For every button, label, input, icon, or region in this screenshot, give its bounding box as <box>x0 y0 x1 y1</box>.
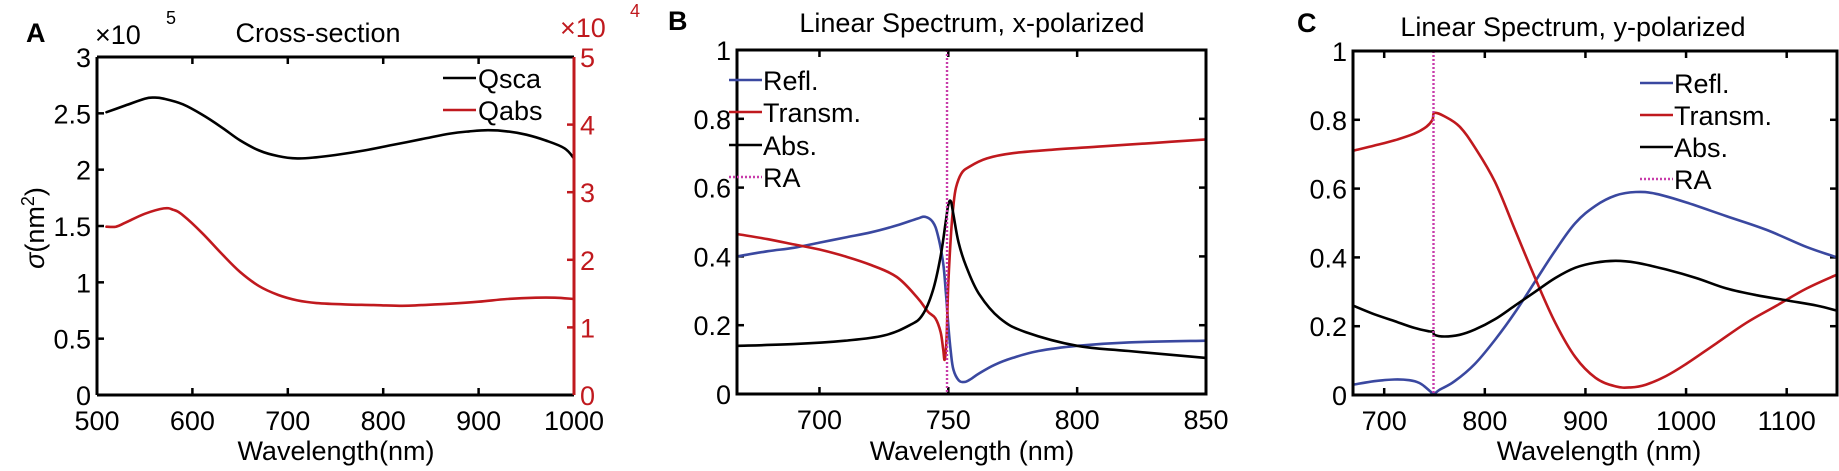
panel-c-y-polarized: C Linear Spectrum, y-polarized 700 800 900… <box>1297 8 1839 466</box>
series-line-qabs-a <box>105 206 576 308</box>
chart-title-b: Linear Spectrum, x-polarized <box>799 8 1144 38</box>
legend-label-qabs: Qabs <box>478 96 543 126</box>
y-tick-label-a: 1 <box>76 268 91 298</box>
x-tick-label-a: 1000 <box>544 406 604 436</box>
y-axis-label-a: σ(nm2) <box>18 187 50 269</box>
x-tick-label-b: 700 <box>797 405 842 435</box>
y-tick-label-a: 2 <box>76 156 91 186</box>
x-tick-label-a: 900 <box>456 406 501 436</box>
x-tick-label-c: 900 <box>1563 406 1608 436</box>
legend-label-transm: Transm. <box>763 98 861 128</box>
y-tick-label-b: 0.8 <box>693 105 731 135</box>
x-tick-label-b: 800 <box>1055 405 1100 435</box>
y-tick-label-a: 1.5 <box>53 212 91 242</box>
legend-label-abs: Abs. <box>763 131 817 161</box>
x-tick-label-c: 1000 <box>1656 406 1716 436</box>
x-axis-label-b: Wavelength (nm) <box>870 436 1075 466</box>
panel-letter-b: B <box>668 6 688 36</box>
y-tick-label-b: 0.4 <box>693 242 731 272</box>
panel-letter-c: C <box>1297 8 1317 38</box>
y2-tick-label-a: 2 <box>580 246 595 276</box>
x-tick-label-b: 850 <box>1183 405 1228 435</box>
y2-multiplier-a: ×10 4 <box>560 1 640 43</box>
y-tick-label-a: 0 <box>76 381 91 411</box>
x-tick-label-c: 800 <box>1462 406 1507 436</box>
y2-tick-label-a: 5 <box>580 43 595 73</box>
y-multiplier-exp-a: 5 <box>166 8 176 28</box>
legend-label-refl-c: Refl. <box>1674 69 1730 99</box>
chart-title-c: Linear Spectrum, y-polarized <box>1400 12 1745 42</box>
y-tick-label-b: 0.6 <box>693 174 731 204</box>
series-line-transm-b <box>735 138 1208 362</box>
x-tick-label-a: 800 <box>361 406 406 436</box>
series-line-refl-c <box>1351 190 1839 396</box>
y2-tick-label-a: 4 <box>580 111 595 141</box>
x-axis-label-c: Wavelength (nm) <box>1497 436 1702 466</box>
y-tick-label-c: 0.6 <box>1309 175 1347 205</box>
series-line-qsca-a <box>105 96 576 160</box>
legend-label-ra-c: RA <box>1674 165 1712 195</box>
x-tick-label-b: 750 <box>926 405 971 435</box>
y2-tick-label-a: 0 <box>580 381 595 411</box>
panel-a-cross-section: A Cross-section ×10 5 ×10 4 500 600 700 800… <box>18 1 640 466</box>
legend-a: Qsca Qabs <box>443 64 543 126</box>
y-tick-label-a: 2.5 <box>53 99 91 129</box>
y-tick-label-b: 0.2 <box>693 311 731 341</box>
panel-b-x-polarized: B Linear Spectrum, x-polarized 700 750 800… <box>668 6 1229 466</box>
y-tick-label-b: 1 <box>716 36 731 66</box>
y-tick-label-c: 0 <box>1332 381 1347 411</box>
series-line-transm-c <box>1351 111 1839 389</box>
y-multiplier-base-a: ×10 <box>95 20 141 50</box>
y-tick-label-a: 0.5 <box>53 325 91 355</box>
legend-label-refl: Refl. <box>763 66 819 96</box>
x-tick-label-c: 1100 <box>1758 406 1816 436</box>
y-tick-label-a: 3 <box>76 43 91 73</box>
x-tick-label-a: 500 <box>74 406 119 436</box>
y-tick-label-c: 1 <box>1332 37 1347 67</box>
chart-title-a: Cross-section <box>235 18 400 48</box>
series-line-abs-c <box>1351 259 1839 338</box>
y-tick-label-b: 0 <box>716 380 731 410</box>
y2-tick-label-a: 3 <box>580 178 595 208</box>
y-multiplier-a: ×10 5 <box>95 8 176 50</box>
y-tick-label-c: 0.2 <box>1309 312 1347 342</box>
series-line-refl-b <box>735 215 1208 384</box>
y-tick-label-c: 0.4 <box>1309 243 1347 273</box>
legend-label-ra: RA <box>763 163 801 193</box>
legend-label-qsca: Qsca <box>478 64 542 94</box>
x-axis-label-a: Wavelength(nm) <box>237 436 434 466</box>
plot-frame-c <box>1351 49 1839 397</box>
series-line-abs-b <box>735 199 1208 360</box>
legend-label-transm-c: Transm. <box>1674 101 1772 131</box>
y2-multiplier-exp-a: 4 <box>630 1 640 21</box>
x-tick-label-a: 700 <box>265 406 310 436</box>
y2-multiplier-base-a: ×10 <box>560 13 606 43</box>
x-tick-label-c: 700 <box>1362 406 1407 436</box>
x-tick-label-a: 600 <box>170 406 215 436</box>
panel-letter-a: A <box>26 18 46 48</box>
legend-b: Refl. Transm. Abs. RA <box>729 66 861 193</box>
y2-tick-label-a: 1 <box>580 313 595 343</box>
plot-frame-b <box>735 48 1208 396</box>
legend-c: Refl. Transm. Abs. RA <box>1640 69 1772 195</box>
legend-label-abs-c: Abs. <box>1674 133 1728 163</box>
y-tick-label-c: 0.8 <box>1309 106 1347 136</box>
